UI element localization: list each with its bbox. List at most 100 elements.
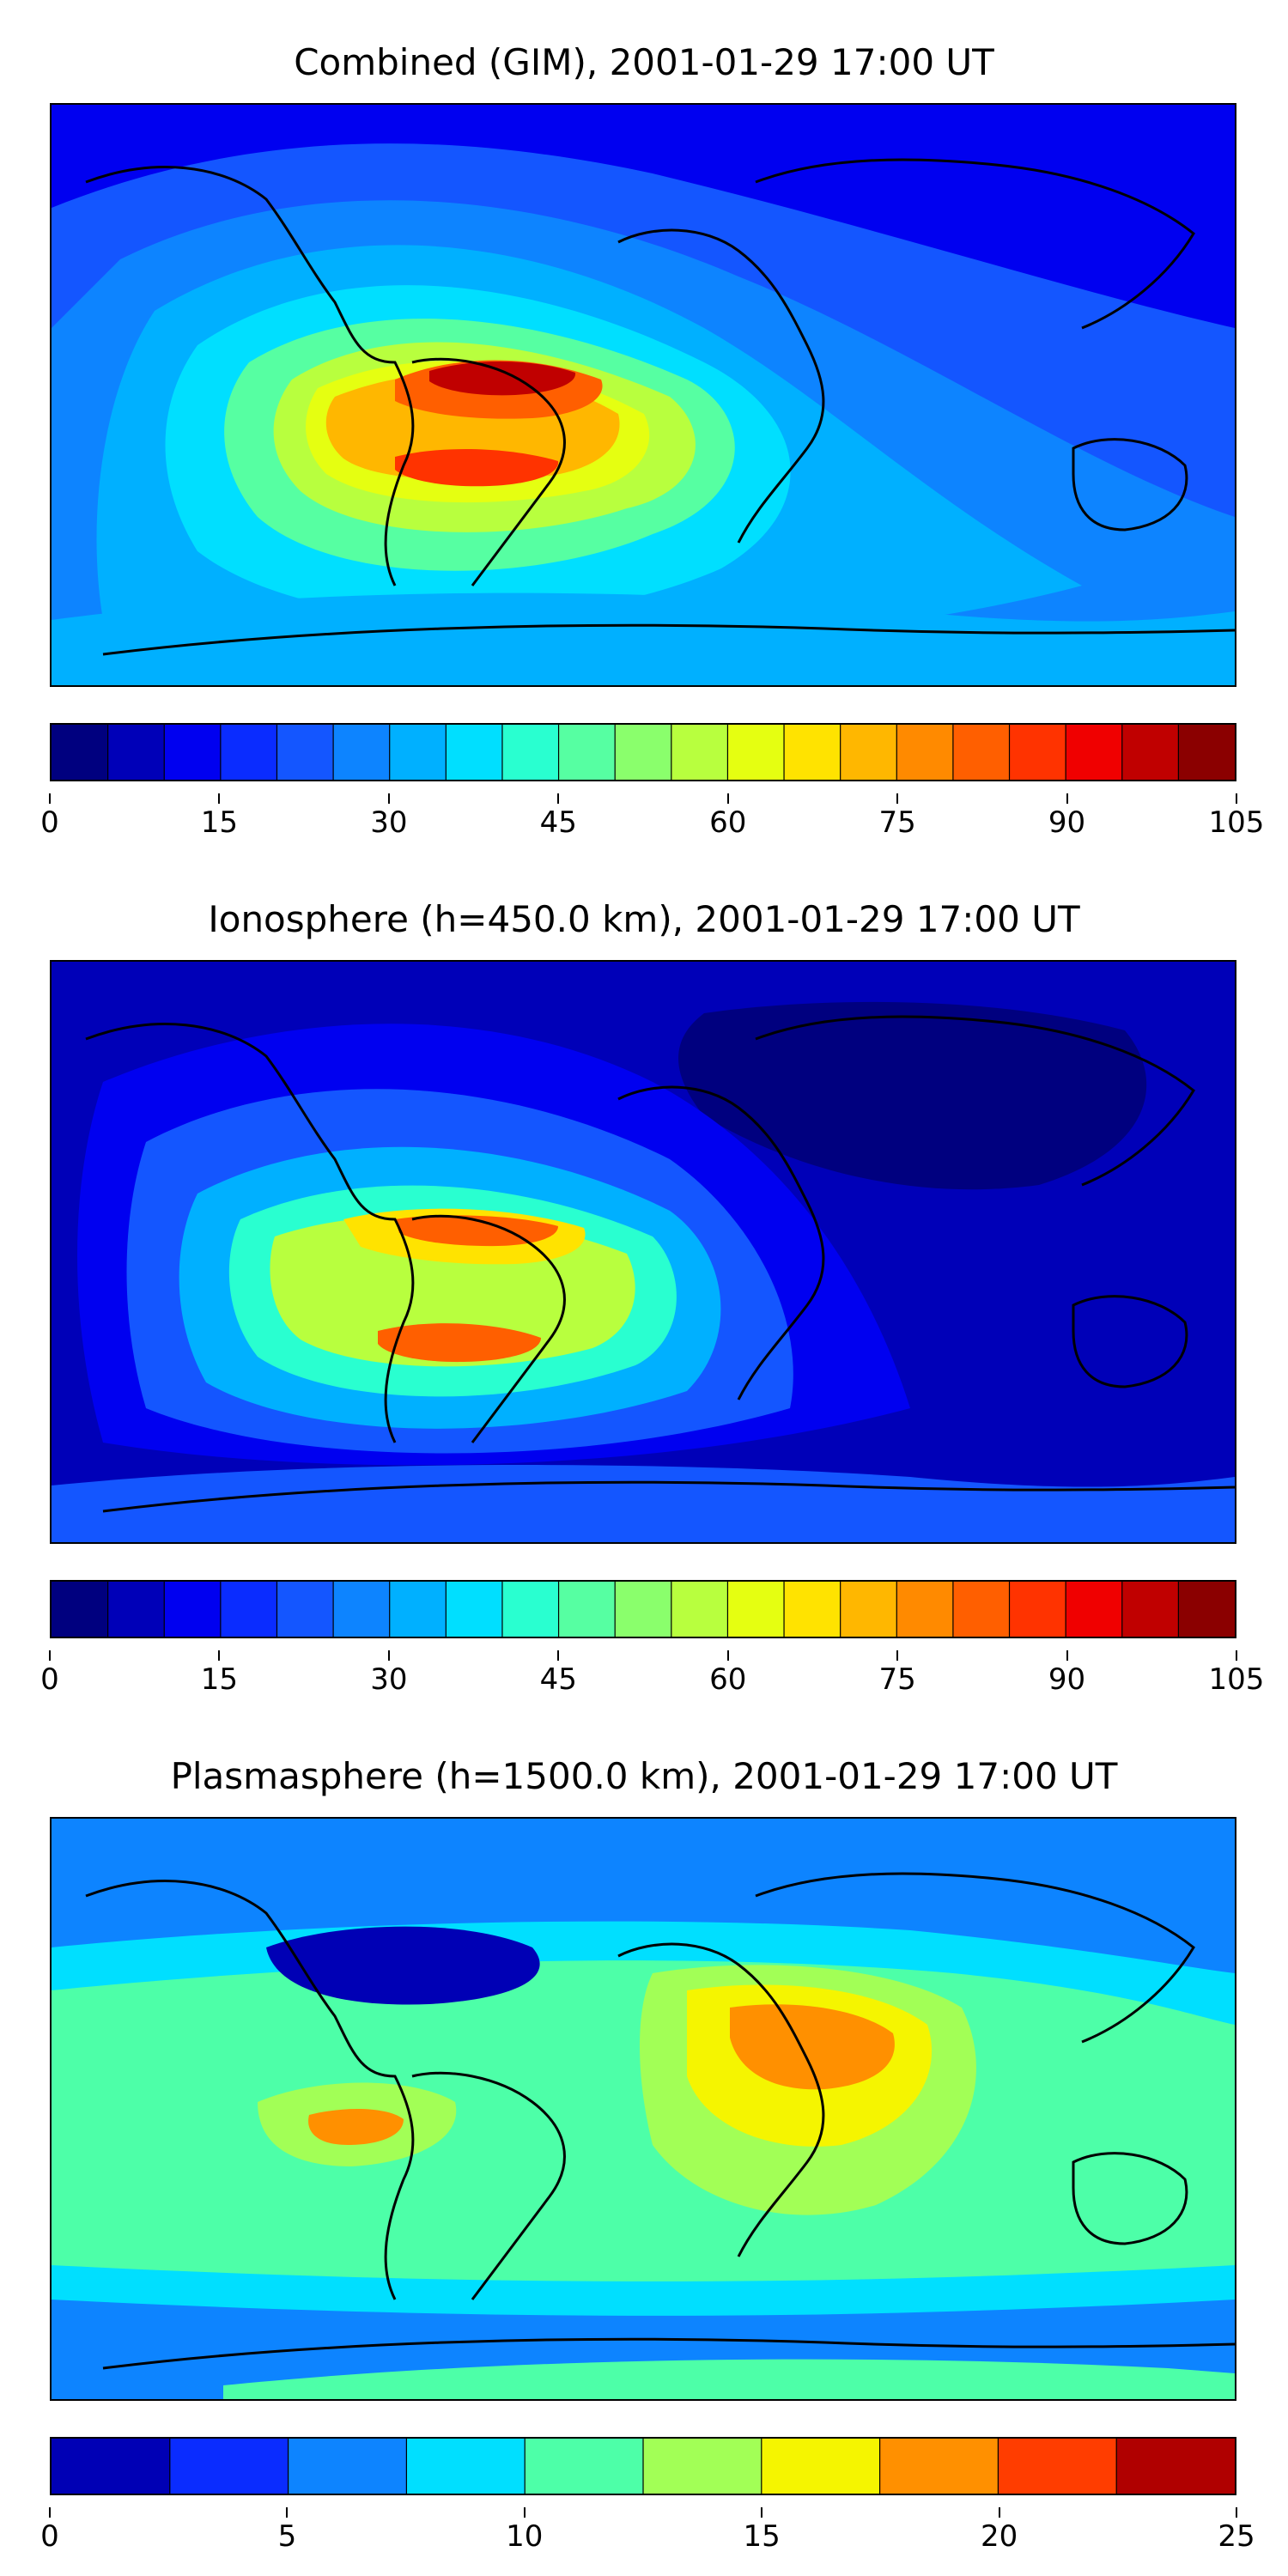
colorbar-segment — [52, 1582, 109, 1637]
colorbar-segment — [896, 725, 954, 780]
colorbar-segment — [727, 1582, 785, 1637]
colorbar-tick-mark — [896, 793, 899, 804]
colorbar-tick-mark — [1236, 2507, 1237, 2518]
colorbar-segment — [220, 1582, 278, 1637]
colorbar-segment — [879, 2439, 999, 2494]
colorbar-ionosphere-ticks: 0 15 30 45 60 75 90 105 — [40, 1650, 1264, 1714]
colorbar-combined-svg — [52, 725, 1235, 780]
colorbar-segment — [501, 725, 560, 780]
colorbar-segment — [998, 2439, 1117, 2494]
contour-tropical-band — [223, 2359, 1235, 2399]
colorbar-segment — [1009, 1582, 1066, 1637]
map-ionosphere-svg — [52, 962, 1235, 1542]
colorbar-tick-mark — [1236, 1650, 1237, 1661]
colorbar-ionosphere-svg — [52, 1582, 1235, 1637]
coastline — [102, 2337, 1235, 2370]
colorbar-tick-label: 0 — [40, 1662, 59, 1697]
coastline — [85, 1023, 415, 1443]
colorbar-segment — [406, 2439, 526, 2494]
colorbar-tick-mark — [557, 793, 560, 804]
colorbar-segment — [784, 725, 841, 780]
colorbar-segment — [840, 1582, 897, 1637]
colorbar-segment — [952, 1582, 1011, 1637]
colorbar-tick-label: 15 — [200, 805, 239, 840]
colorbar-segment — [389, 1582, 447, 1637]
colorbar-tick-mark — [218, 793, 221, 804]
colorbar-tick-mark — [557, 1650, 560, 1661]
colorbar-segment — [389, 725, 447, 780]
colorbar-tick-label: 0 — [40, 805, 59, 840]
colorbar-tick-label: 60 — [709, 805, 747, 840]
colorbar-tick-label: 45 — [539, 805, 577, 840]
coastline — [102, 623, 1235, 656]
colorbar-segment — [784, 1582, 841, 1637]
colorbar-tick-mark — [1066, 793, 1068, 804]
colorbar-segment — [52, 2439, 171, 2494]
coastline — [411, 1214, 566, 1443]
colorbar-segment — [1121, 1582, 1179, 1637]
colorbar-tick-label: 30 — [370, 805, 408, 840]
colorbar-tick-label: 15 — [743, 2519, 781, 2554]
colorbar-segment — [840, 725, 897, 780]
colorbar-segment — [1178, 1582, 1235, 1637]
contour-equatorial-atlantic — [378, 1323, 541, 1363]
colorbar-segment — [107, 1582, 165, 1637]
colorbar-tick-label: 25 — [1218, 2519, 1255, 2554]
colorbar-combined — [50, 723, 1236, 781]
contour-mid-latitude-band — [395, 1215, 558, 1247]
colorbar-tick-mark — [726, 1650, 729, 1661]
contour-south-crest-peak — [52, 592, 1235, 685]
coastline — [755, 1872, 1195, 2044]
colorbar-tick-label: 15 — [200, 1662, 239, 1697]
coastline — [1072, 438, 1188, 532]
colorbar-tick-mark — [387, 793, 390, 804]
colorbar-segment — [896, 1582, 954, 1637]
colorbar-segment — [1066, 725, 1123, 780]
contour-north-crest-peak — [52, 1465, 1235, 1542]
colorbar-segment — [333, 1582, 391, 1637]
colorbar-segment — [1009, 725, 1066, 780]
colorbar-tick-mark — [49, 2507, 51, 2518]
colorbar-tick-label: 90 — [1048, 1662, 1086, 1697]
colorbar-plasmasphere-svg — [52, 2439, 1235, 2494]
colorbar-segment — [446, 725, 503, 780]
colorbar-segment — [446, 1582, 503, 1637]
colorbar-segment — [615, 1582, 672, 1637]
colorbar-combined-ticks: 0 15 30 45 60 75 90 105 — [40, 793, 1264, 857]
map-combined — [50, 103, 1236, 687]
colorbar-segment — [52, 725, 109, 780]
coastline — [102, 1480, 1235, 1513]
colorbar-tick-label: 75 — [878, 1662, 916, 1697]
colorbar-tick-label: 20 — [980, 2519, 1018, 2554]
coastline — [411, 357, 566, 586]
colorbar-tick-mark — [387, 1650, 390, 1661]
colorbar-tick-mark — [726, 793, 729, 804]
colorbar-tick-label: 5 — [277, 2519, 297, 2554]
colorbar-segment — [1116, 2439, 1235, 2494]
colorbar-segment — [952, 725, 1011, 780]
colorbar-tick-mark — [523, 2507, 526, 2518]
coastline — [1072, 1295, 1188, 1388]
colorbar-tick-label: 30 — [370, 1662, 408, 1697]
contour-north-crest-peak — [395, 448, 559, 487]
chart-title-plasmasphere: Plasmasphere (h=1500.0 km), 2001-01-29 1… — [170, 1755, 1118, 1797]
coastline — [617, 228, 825, 544]
colorbar-tick-mark — [218, 1650, 221, 1661]
colorbar-segment — [288, 2439, 407, 2494]
coastline — [617, 1085, 825, 1400]
map-plasmasphere — [50, 1817, 1236, 2401]
colorbar-tick-mark — [896, 1650, 899, 1661]
colorbar-segment — [164, 1582, 222, 1637]
map-ionosphere — [50, 960, 1236, 1544]
colorbar-segment — [727, 725, 785, 780]
colorbar-segment — [615, 725, 672, 780]
colorbar-segment — [1178, 725, 1235, 780]
colorbar-tick-label: 60 — [709, 1662, 747, 1697]
colorbar-tick-label: 75 — [878, 805, 916, 840]
colorbar-tick-mark — [1236, 793, 1237, 804]
contour-asia-low — [678, 1001, 1147, 1190]
colorbar-tick-label: 0 — [40, 2519, 59, 2554]
coastline — [755, 158, 1195, 330]
colorbar-segment — [558, 1582, 616, 1637]
colorbar-tick-label: 10 — [506, 2519, 544, 2554]
